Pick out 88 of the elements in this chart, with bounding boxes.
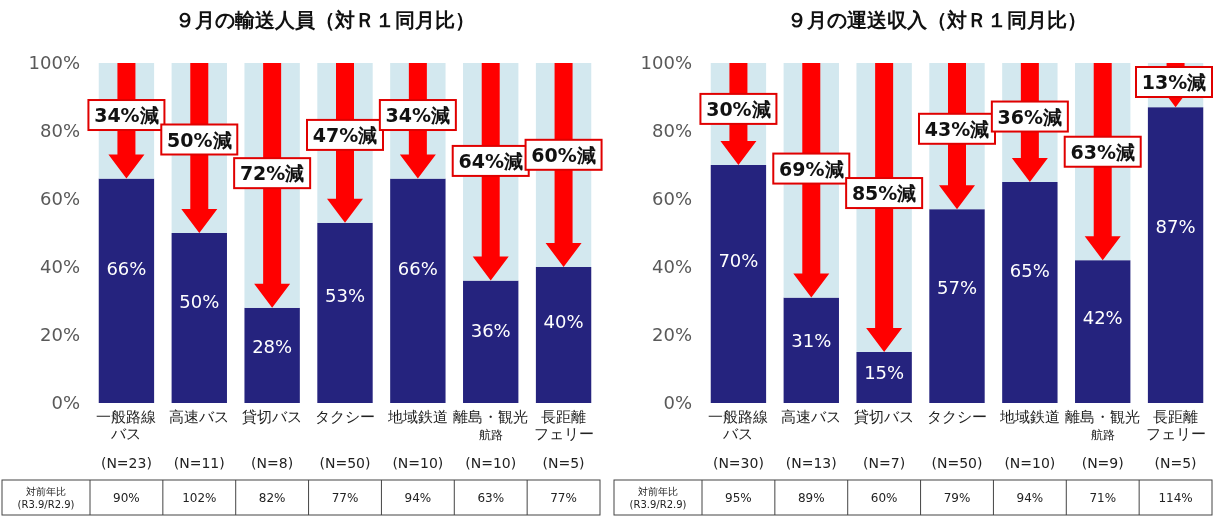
data-label: 65% bbox=[1009, 260, 1050, 282]
annotation: 50%減 bbox=[167, 128, 232, 151]
x-tick-label: 長距離フェリー bbox=[533, 408, 594, 443]
chart-title: ９月の運送収入（対Ｒ１同月比） bbox=[787, 8, 1087, 32]
data-label: 57% bbox=[936, 276, 978, 298]
data-label: 50% bbox=[179, 291, 220, 312]
y-tick-label: 0% bbox=[663, 392, 692, 413]
data-label: 66% bbox=[397, 258, 438, 280]
text: 114% bbox=[1158, 491, 1193, 505]
annotation: 63%減 bbox=[1070, 140, 1135, 163]
text: 94% bbox=[404, 491, 432, 505]
data-label: 66% bbox=[106, 258, 147, 280]
annotation: 13%減 bbox=[1141, 71, 1207, 93]
y-tick-label: 100% bbox=[28, 52, 80, 73]
y-tick-label: 40% bbox=[651, 256, 692, 277]
text: 63% bbox=[477, 491, 505, 505]
data-label: 53% bbox=[324, 284, 366, 306]
text: 71% bbox=[1089, 491, 1117, 505]
annotation: 72%減 bbox=[239, 162, 305, 185]
y-tick-label: 0% bbox=[51, 392, 80, 413]
x-tick-label: 地域鉄道 bbox=[998, 408, 1060, 426]
y-tick-label: 20% bbox=[39, 324, 80, 345]
x-tick-label: 高速バス bbox=[781, 408, 842, 426]
bar bbox=[856, 352, 912, 403]
annotation: 85%減 bbox=[851, 182, 917, 205]
text: (N=11) bbox=[173, 455, 225, 471]
annotation: 60%減 bbox=[531, 143, 596, 166]
text: (N=13) bbox=[785, 455, 837, 471]
text: (N=10) bbox=[392, 455, 444, 471]
annotation: 43%減 bbox=[924, 117, 990, 140]
annotation: 47%減 bbox=[312, 123, 378, 146]
text: 102% bbox=[182, 491, 217, 505]
text: (N=8) bbox=[251, 455, 294, 471]
x-tick-label: 地域鉄道 bbox=[386, 408, 448, 426]
data-label: 87% bbox=[1155, 215, 1196, 237]
text: 77% bbox=[550, 491, 577, 505]
x-tick-label: 長距離フェリー bbox=[1145, 408, 1206, 443]
data-label: 28% bbox=[252, 335, 293, 357]
data-label: 42% bbox=[1082, 307, 1123, 329]
data-label: 31% bbox=[791, 329, 832, 351]
text: 90% bbox=[113, 491, 140, 505]
x-tick-label: 貸切バス bbox=[854, 408, 915, 426]
text: (N=23) bbox=[100, 455, 152, 471]
text: 89% bbox=[797, 491, 825, 505]
annotation: 69%減 bbox=[779, 157, 844, 180]
annotation: 34%減 bbox=[385, 104, 451, 127]
data-label: 40% bbox=[543, 311, 584, 333]
text: 対前年比 (R3.9/R2.9) bbox=[17, 486, 75, 510]
annotation: 36%減 bbox=[997, 105, 1063, 128]
x-tick-label: 高速バス bbox=[169, 408, 230, 426]
text: (N=30) bbox=[712, 455, 764, 471]
text: (N=50) bbox=[319, 455, 371, 471]
text: 82% bbox=[258, 491, 286, 505]
annotation: 34%減 bbox=[94, 104, 159, 127]
annotation: 30%減 bbox=[706, 97, 771, 120]
text: 対前年比 (R3.9/R2.9) bbox=[629, 486, 687, 510]
text: 60% bbox=[870, 491, 898, 505]
text: (N=5) bbox=[542, 455, 585, 471]
data-label: 15% bbox=[864, 362, 905, 384]
annotation: 64%減 bbox=[458, 149, 523, 172]
text: (N=5) bbox=[1154, 455, 1197, 471]
text: (N=10) bbox=[1004, 455, 1056, 471]
x-tick-label: タクシー bbox=[927, 408, 987, 426]
y-tick-label: 80% bbox=[651, 120, 692, 141]
y-tick-label: 20% bbox=[651, 324, 692, 345]
y-tick-label: 60% bbox=[651, 188, 692, 209]
x-tick-label: タクシー bbox=[315, 408, 375, 426]
x-tick-label: 貸切バス bbox=[242, 408, 303, 426]
text: 79% bbox=[943, 491, 971, 505]
x-tick-label: 離島・観光航路 bbox=[1065, 408, 1141, 442]
x-tick-label: 一般路線バス bbox=[708, 408, 769, 443]
y-tick-label: 80% bbox=[39, 120, 80, 141]
text: (N=50) bbox=[931, 455, 983, 471]
data-label: 36% bbox=[470, 319, 511, 341]
text: (N=7) bbox=[863, 455, 906, 471]
text: (N=10) bbox=[465, 455, 517, 471]
chart-title: ９月の輸送人員（対Ｒ１同月比） bbox=[175, 8, 475, 32]
y-tick-label: 40% bbox=[39, 256, 80, 277]
text: (N=9) bbox=[1081, 455, 1124, 471]
text: 77% bbox=[331, 491, 359, 505]
y-tick-label: 100% bbox=[640, 52, 692, 73]
x-tick-label: 離島・観光航路 bbox=[453, 408, 529, 442]
bar bbox=[1147, 107, 1204, 403]
data-label: 70% bbox=[718, 250, 759, 272]
x-tick-label: 一般路線バス bbox=[96, 408, 157, 443]
y-tick-label: 60% bbox=[39, 188, 80, 209]
text: 95% bbox=[725, 491, 752, 505]
text: 94% bbox=[1016, 491, 1044, 505]
